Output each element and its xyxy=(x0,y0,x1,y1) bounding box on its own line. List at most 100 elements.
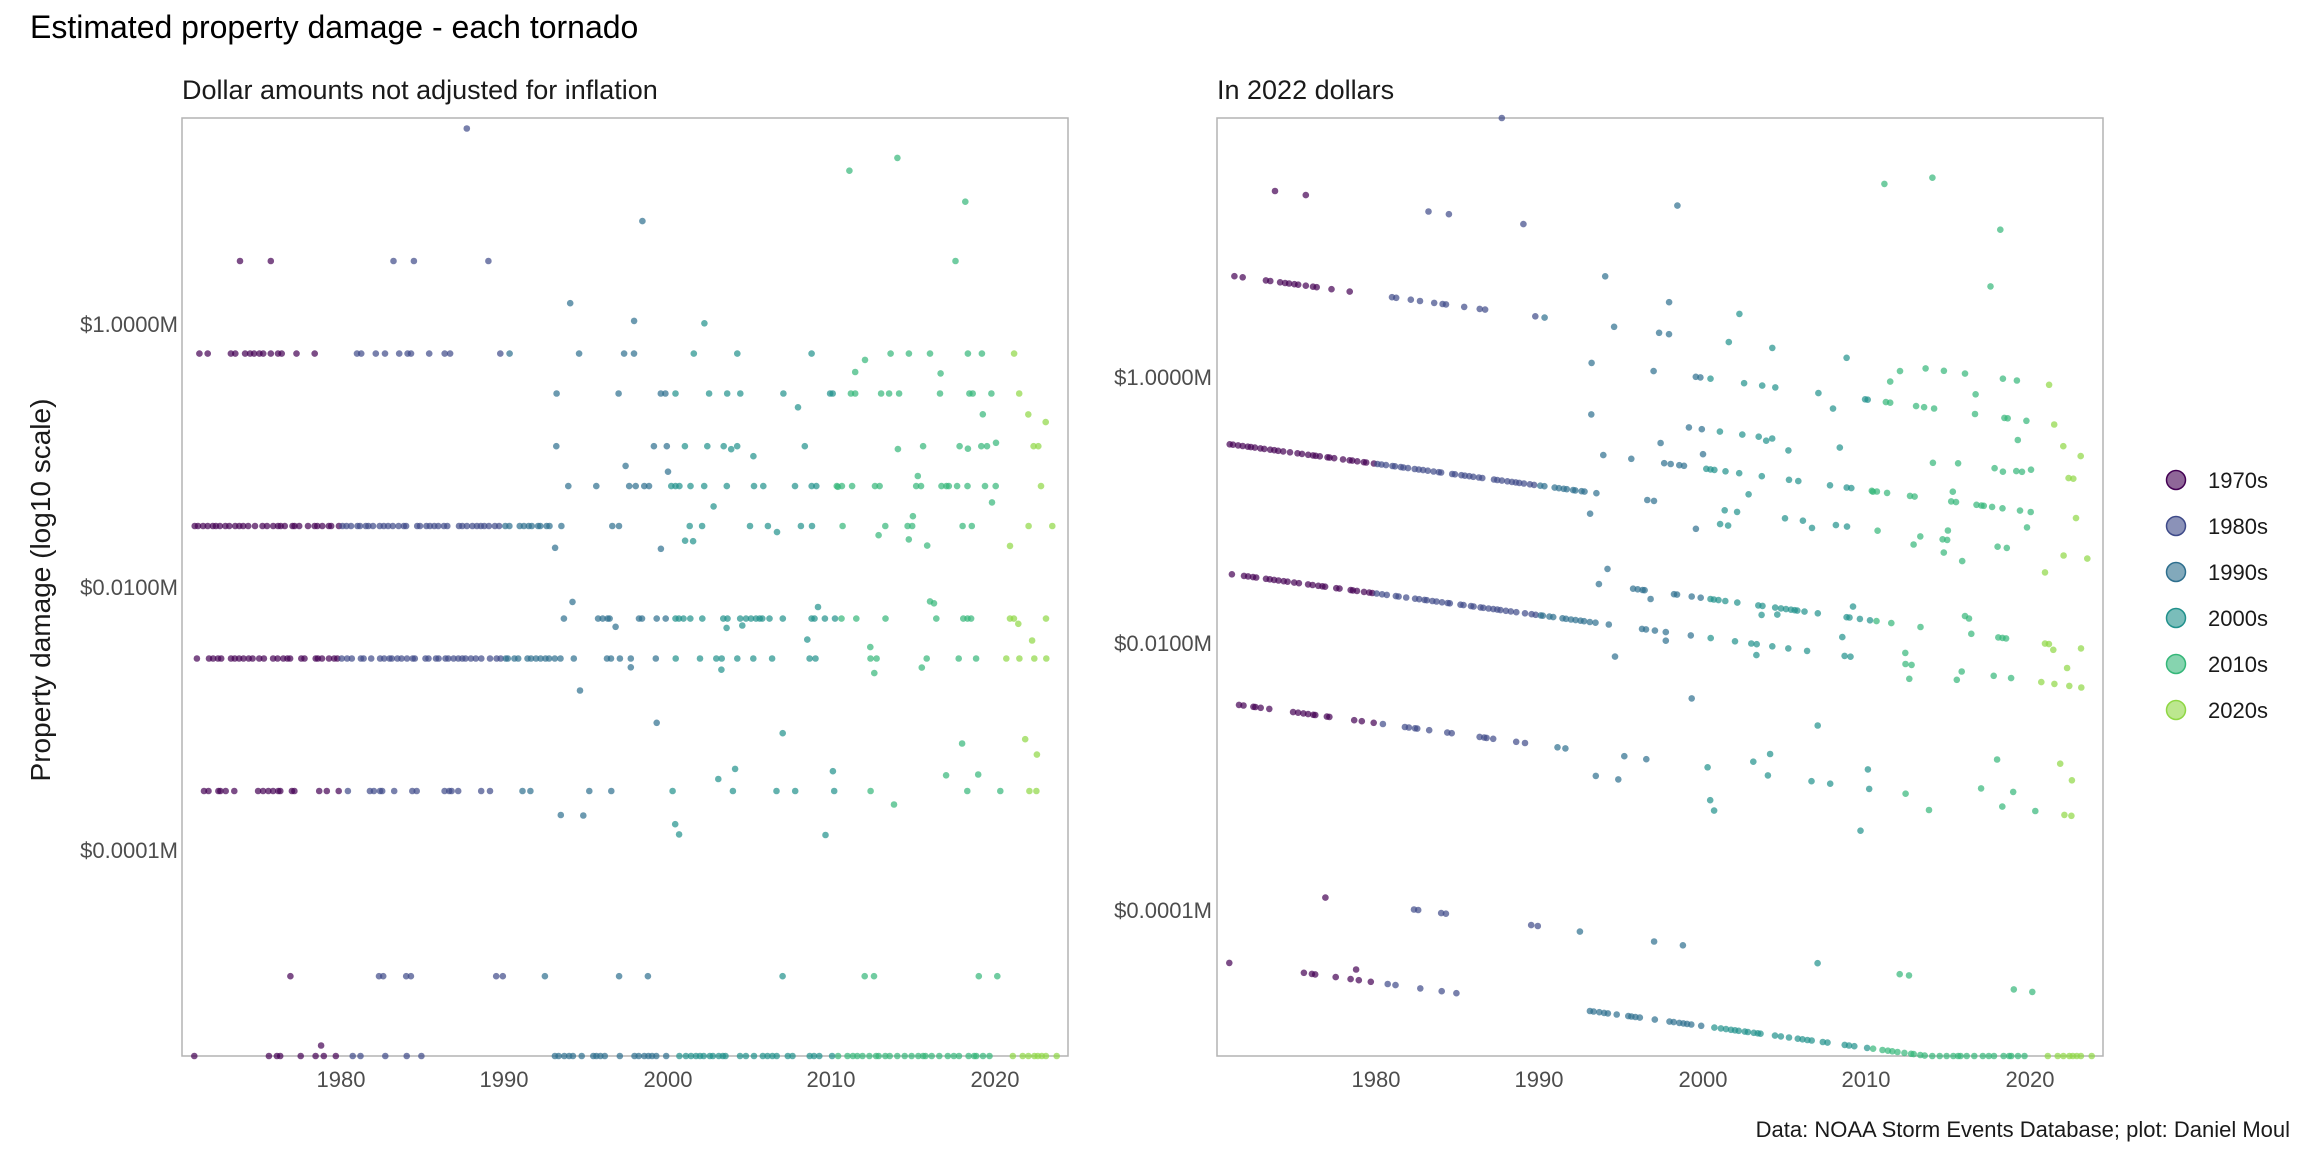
data-point xyxy=(1968,630,1975,638)
data-point xyxy=(1586,510,1594,517)
panel-right-points xyxy=(1226,114,2095,1060)
data-point xyxy=(1734,599,1741,606)
data-point xyxy=(739,622,746,629)
data-point xyxy=(1498,477,1506,484)
data-point xyxy=(1355,976,1363,984)
data-point xyxy=(365,522,372,530)
data-point xyxy=(1697,374,1704,381)
y-tick-label: $0.0100M xyxy=(80,575,178,600)
data-point xyxy=(1042,1052,1050,1060)
data-point xyxy=(1330,454,1338,462)
data-point xyxy=(606,615,613,622)
data-point xyxy=(885,390,893,397)
data-point xyxy=(445,655,452,662)
data-point xyxy=(232,350,239,357)
data-point xyxy=(1894,1048,1901,1056)
data-point xyxy=(1843,354,1850,362)
data-point xyxy=(969,390,976,397)
data-point xyxy=(410,257,418,265)
data-point xyxy=(403,655,411,662)
data-point xyxy=(1826,780,1834,787)
data-point xyxy=(1316,453,1324,460)
data-point xyxy=(746,522,754,530)
data-point xyxy=(1006,542,1014,550)
data-point xyxy=(687,482,694,490)
data-point xyxy=(742,1052,750,1060)
data-point xyxy=(2077,1052,2085,1060)
data-point xyxy=(448,787,455,795)
data-point xyxy=(635,1052,642,1060)
data-point xyxy=(698,522,706,530)
data-point xyxy=(1647,595,1654,603)
data-point xyxy=(1782,605,1790,613)
data-point xyxy=(1010,350,1018,357)
data-point xyxy=(1902,790,1909,797)
data-point xyxy=(937,370,944,377)
data-point xyxy=(804,636,811,643)
legend-key-1970s xyxy=(2165,469,2187,491)
data-point xyxy=(1028,637,1036,644)
data-point xyxy=(1274,447,1282,455)
data-point xyxy=(981,482,989,490)
legend-label-2020s: 2020s xyxy=(2208,698,2268,723)
data-point xyxy=(912,482,920,490)
data-point xyxy=(1771,604,1779,611)
data-point xyxy=(216,522,224,530)
data-point xyxy=(1650,938,1658,945)
data-point xyxy=(249,655,256,662)
data-point xyxy=(615,972,623,980)
data-point xyxy=(2013,467,2020,475)
data-point xyxy=(675,831,683,838)
data-point xyxy=(2023,417,2030,425)
panel-left-points xyxy=(191,125,1060,1060)
data-point xyxy=(1836,444,1844,451)
data-point xyxy=(759,1052,767,1060)
data-point xyxy=(1539,612,1547,619)
data-point xyxy=(527,655,535,662)
data-point xyxy=(2023,524,2031,531)
data-point xyxy=(682,1052,690,1060)
data-point xyxy=(1470,603,1477,610)
data-point xyxy=(1611,653,1619,660)
data-point xyxy=(759,615,766,622)
data-point xyxy=(315,787,323,795)
data-point xyxy=(1873,488,1881,495)
data-point xyxy=(1832,521,1840,529)
data-point xyxy=(1879,1046,1886,1054)
data-point xyxy=(1987,283,1994,290)
data-point xyxy=(278,350,286,357)
data-point xyxy=(882,615,889,622)
data-point xyxy=(2068,812,2075,820)
data-point xyxy=(607,655,615,662)
data-point xyxy=(1687,632,1695,639)
data-point xyxy=(1613,1011,1620,1018)
data-point xyxy=(1534,922,1542,930)
data-point xyxy=(251,522,259,530)
data-point xyxy=(905,350,913,357)
data-point xyxy=(1824,1039,1831,1046)
legend-label-2000s: 2000s xyxy=(2208,606,2268,631)
data-point xyxy=(319,522,326,530)
data-point xyxy=(750,482,758,490)
data-point xyxy=(639,217,646,225)
data-point xyxy=(209,655,217,662)
data-point xyxy=(718,666,725,673)
data-point xyxy=(593,482,600,490)
data-point xyxy=(609,522,616,530)
data-point xyxy=(829,767,837,775)
data-point xyxy=(1229,441,1237,449)
data-point xyxy=(1347,975,1354,983)
data-point xyxy=(1758,472,1766,480)
data-point xyxy=(747,615,755,622)
data-point xyxy=(1604,565,1611,573)
data-point xyxy=(1963,1052,1970,1060)
data-point xyxy=(506,350,513,357)
legend: 1970s 1980s 1990s 2000s 2010s 2020s xyxy=(2165,468,2268,723)
data-point xyxy=(1896,367,1904,375)
data-point xyxy=(553,390,560,397)
data-point xyxy=(750,452,757,460)
data-point xyxy=(532,655,540,662)
data-point xyxy=(527,787,534,795)
data-point xyxy=(2050,421,2058,428)
data-point xyxy=(335,787,343,795)
